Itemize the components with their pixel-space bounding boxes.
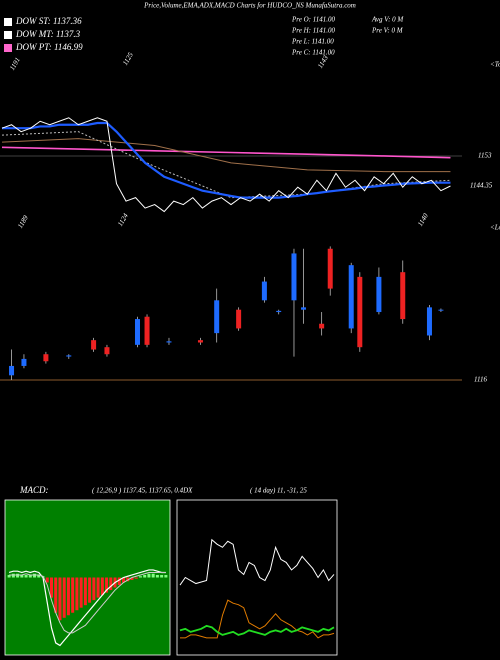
price-line	[1, 117, 451, 213]
legend-label: DOW ST: 1137.36	[15, 16, 82, 26]
macd-bar	[109, 577, 113, 591]
macd-bar	[7, 574, 11, 578]
candle-body	[348, 265, 354, 329]
macd-bar	[160, 574, 164, 578]
title: Price,Volume,EMA,ADX,MACD Charts for HUD…	[143, 2, 356, 10]
macd-bar	[33, 573, 37, 578]
adx-line	[179, 538, 335, 586]
macd-bar	[49, 577, 53, 598]
candle-body	[376, 276, 382, 313]
macd-bar	[164, 574, 168, 578]
price-line	[1, 146, 451, 159]
macd-bar	[20, 574, 24, 578]
price-line	[1, 138, 451, 173]
macd-bar	[130, 577, 134, 581]
macd-bar	[24, 574, 28, 578]
macd-bar	[62, 577, 66, 618]
macd-bar	[37, 574, 41, 578]
macd-bar	[71, 577, 75, 613]
macd-bar	[58, 577, 62, 621]
macd-bar	[117, 577, 121, 586]
candle-body	[134, 319, 140, 345]
candle-body	[291, 253, 297, 301]
candle-body	[236, 309, 242, 329]
info-text: Pre V: 0 M	[371, 27, 404, 35]
low-label: <Lows	[490, 224, 500, 232]
macd-bar	[151, 573, 155, 578]
macd-bar	[92, 577, 96, 601]
macd-bar	[147, 573, 151, 578]
macd-label: MACD:	[19, 485, 49, 495]
macd-bar	[134, 577, 138, 579]
legend-label: DOW PT: 1146.99	[15, 42, 83, 52]
info-text: Pre C: 1141.00	[291, 49, 335, 57]
macd-line	[8, 569, 166, 647]
candle-body	[400, 272, 406, 320]
info-text: Pre H: 1141.00	[291, 27, 335, 35]
macd-panel	[4, 499, 171, 656]
adx-line	[179, 624, 335, 636]
candle-body	[261, 281, 267, 301]
macd-bar	[83, 577, 87, 606]
candle-body	[357, 276, 363, 348]
adx-params: ( 14 day) 11, -31, 25	[250, 487, 307, 495]
legend-swatch	[4, 31, 12, 39]
macd-bar	[126, 577, 130, 582]
legend-swatch	[4, 18, 12, 26]
candle-body	[438, 309, 444, 311]
candle-body	[166, 341, 172, 343]
macd-bar	[79, 577, 83, 608]
candle-body	[426, 307, 432, 336]
candle-body	[327, 248, 333, 289]
legend-swatch	[4, 44, 12, 52]
macd-params: ( 12,26,9 ) 1137.45, 1137.65, 0.4DX	[92, 487, 193, 495]
macd-bar	[88, 577, 92, 603]
macd-bar	[54, 577, 58, 613]
adx-line	[180, 599, 335, 639]
high-label: <Tops	[490, 61, 500, 69]
candle-body	[197, 340, 203, 343]
candle-body	[104, 347, 110, 355]
base-label: 1116	[474, 376, 487, 384]
candle-body	[91, 340, 97, 350]
macd-line	[9, 571, 166, 634]
level-label: 1153	[478, 152, 492, 160]
macd-bar	[96, 577, 100, 598]
price-line	[2, 121, 451, 199]
info-text: Avg V: 0 M	[371, 16, 404, 24]
macd-bar	[138, 576, 142, 578]
macd-bar	[100, 577, 104, 596]
candle-body	[214, 300, 220, 334]
candle-body	[9, 365, 15, 376]
macd-bar	[155, 574, 159, 578]
candle-body	[301, 307, 307, 310]
macd-bar	[75, 577, 79, 611]
macd-bar	[28, 574, 32, 578]
candle-body	[43, 354, 49, 362]
info-text: Pre L: 1141.00	[291, 38, 334, 46]
level-label: 1144.35	[470, 182, 493, 190]
macd-bar	[105, 577, 109, 593]
candle-body	[319, 323, 325, 329]
candle-body	[276, 310, 282, 313]
candle-body	[144, 316, 150, 345]
macd-bar	[143, 574, 147, 578]
info-text: Pre O: 1141.00	[291, 16, 335, 24]
candle-body	[66, 355, 72, 357]
macd-bar	[122, 577, 126, 583]
macd-bar	[11, 573, 15, 578]
macd-bar	[16, 573, 20, 578]
candle-body	[21, 358, 27, 366]
macd-bar	[66, 577, 70, 616]
legend-label: DOW MT: 1137.3	[15, 29, 81, 39]
macd-bar	[45, 577, 49, 583]
